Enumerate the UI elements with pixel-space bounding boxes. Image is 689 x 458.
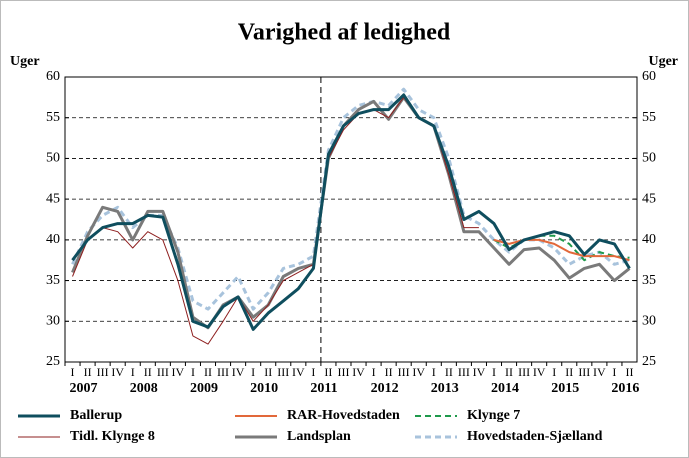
x-tick-label: III — [97, 365, 109, 379]
legend-label: RAR-Hovedstaden — [287, 408, 400, 423]
legend-label: Klynge 7 — [467, 408, 520, 423]
y2-tick-label: 55 — [642, 110, 656, 125]
y-axis-label: Uger — [10, 54, 40, 69]
y2-tick-label: 60 — [642, 69, 656, 84]
y2-tick-label: 30 — [642, 314, 656, 329]
y-tick-label: 40 — [46, 232, 60, 247]
x-tick-label: III — [518, 365, 530, 379]
y2-tick-label: 25 — [642, 354, 656, 369]
y-tick-label: 30 — [46, 314, 60, 329]
series-line — [71, 93, 631, 331]
x-tick-label: I — [191, 365, 195, 379]
x-tick-label: II — [264, 365, 272, 379]
x-year-label: 2008 — [130, 381, 158, 396]
x-year-label: 2011 — [310, 381, 337, 396]
legend-label: Hovedstaden-Sjælland — [467, 429, 603, 444]
y2-axis-label: Uger — [648, 54, 678, 69]
x-tick-label: II — [565, 365, 573, 379]
x-tick-label: IV — [232, 365, 245, 379]
x-tick-label: I — [552, 365, 556, 379]
x-tick-label: I — [311, 365, 315, 379]
x-tick-label: II — [385, 365, 393, 379]
series-line — [71, 95, 631, 330]
x-year-label: 2007 — [70, 381, 98, 396]
series-line — [493, 238, 630, 262]
x-tick-label: IV — [473, 365, 486, 379]
x-year-label: 2012 — [371, 381, 399, 396]
x-tick-label: II — [324, 365, 332, 379]
x-tick-label: III — [157, 365, 169, 379]
x-tick-label: III — [337, 365, 349, 379]
legend-label: Landsplan — [287, 429, 351, 444]
x-tick-label: IV — [111, 365, 124, 379]
x-tick-label: I — [71, 365, 75, 379]
x-tick-label: II — [625, 365, 633, 379]
x-tick-label: II — [84, 365, 92, 379]
x-tick-label: I — [251, 365, 255, 379]
y-tick-label: 45 — [46, 191, 60, 206]
y-tick-label: 60 — [46, 69, 60, 84]
y-tick-label: 55 — [46, 110, 60, 125]
x-tick-label: I — [131, 365, 135, 379]
legend-label: Ballerup — [70, 408, 122, 423]
y2-tick-label: 40 — [642, 232, 656, 247]
x-tick-label: III — [578, 365, 590, 379]
x-year-label: 2010 — [250, 381, 278, 396]
legend-label: Tidl. Klynge 8 — [70, 429, 155, 444]
x-tick-label: IV — [593, 365, 606, 379]
x-tick-label: I — [612, 365, 616, 379]
y2-tick-label: 50 — [642, 151, 656, 166]
x-tick-label: II — [505, 365, 513, 379]
y-tick-label: 50 — [46, 151, 60, 166]
x-tick-label: III — [458, 365, 470, 379]
y-tick-label: 35 — [46, 273, 60, 288]
x-tick-label: IV — [533, 365, 546, 379]
x-tick-label: I — [492, 365, 496, 379]
x-year-label: 2014 — [491, 381, 519, 396]
x-year-label: 2016 — [611, 381, 639, 396]
x-tick-label: IV — [352, 365, 365, 379]
x-tick-label: II — [204, 365, 212, 379]
x-tick-label: I — [372, 365, 376, 379]
y2-tick-label: 35 — [642, 273, 656, 288]
y-tick-label: 25 — [46, 354, 60, 369]
x-year-label: 2013 — [431, 381, 459, 396]
chart-title: Varighed af ledighed — [238, 20, 451, 46]
x-tick-label: II — [144, 365, 152, 379]
x-year-label: 2015 — [551, 381, 579, 396]
x-tick-label: IV — [292, 365, 305, 379]
x-tick-label: III — [277, 365, 289, 379]
x-tick-label: III — [398, 365, 410, 379]
x-tick-label: IV — [412, 365, 425, 379]
y2-tick-label: 45 — [642, 191, 656, 206]
x-tick-label: II — [445, 365, 453, 379]
x-tick-label: III — [217, 365, 229, 379]
x-year-label: 2009 — [190, 381, 218, 396]
x-tick-label: IV — [172, 365, 185, 379]
x-tick-label: I — [432, 365, 436, 379]
